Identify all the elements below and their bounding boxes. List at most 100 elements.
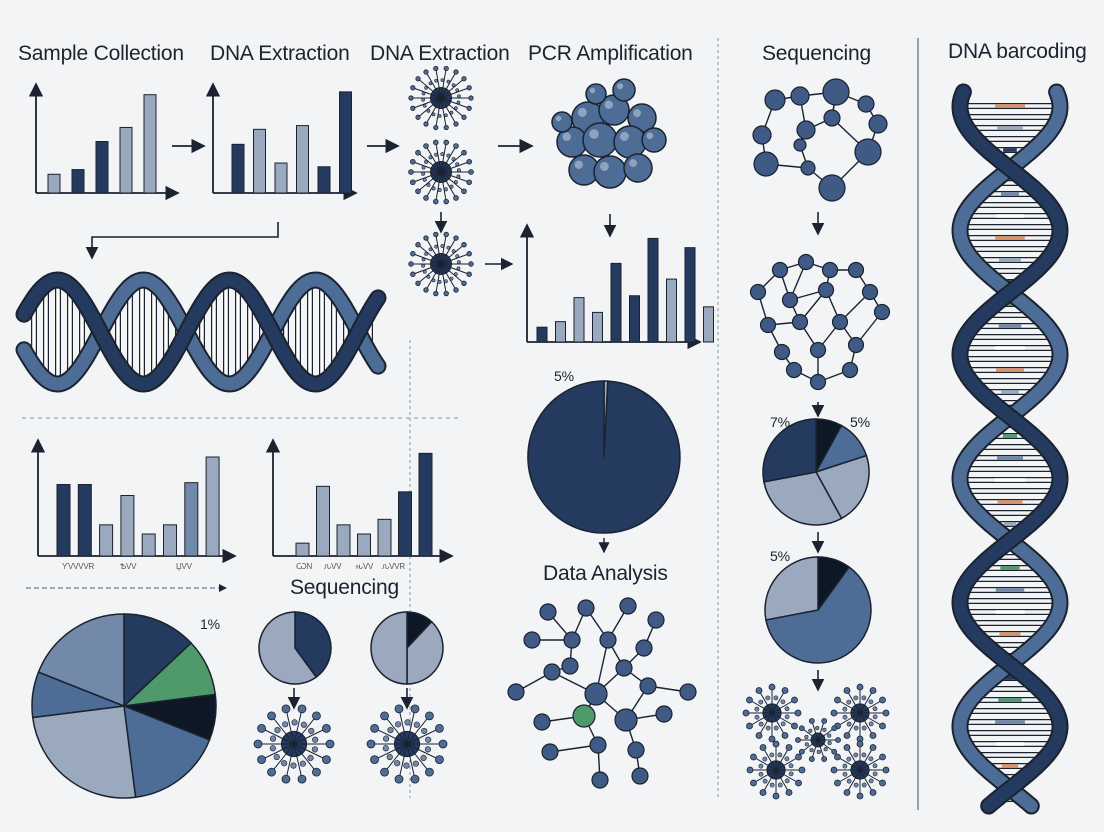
cluster-bottom-2-spoke-5 <box>384 743 408 773</box>
cluster-extraction-2-tip-15 <box>453 143 459 149</box>
cluster-extraction-2-spoke-5 <box>435 171 442 202</box>
cluster-seq-3-tip-10 <box>785 744 793 751</box>
cluster-seq-2-mid-6 <box>842 706 848 712</box>
cluster-bottom-1-mid-7 <box>269 735 277 742</box>
cluster-seq-5-spoke-6 <box>801 727 819 741</box>
cluster-seq-2-mid-5 <box>842 714 848 720</box>
cluster-seq-3-tip-4 <box>759 789 767 796</box>
pcr-chart-bar-2 <box>573 297 585 343</box>
cluster-extraction-3-spoke-6 <box>425 263 442 291</box>
pcr-bead-shine-1 <box>604 100 613 109</box>
cluster-extraction-1-mid-12 <box>434 78 438 83</box>
cluster-extraction-1-spoke-14 <box>440 68 447 99</box>
helix-v-strand-1 <box>953 85 1067 813</box>
pcr-chart-bar-0 <box>536 326 548 343</box>
cluster-bottom-1-spoke-9 <box>271 715 295 745</box>
cluster-extraction-1-spoke-10 <box>412 87 442 99</box>
label-dna-extraction-2: DNA Extraction <box>370 42 510 65</box>
pcr-bead-shine-8 <box>599 161 609 171</box>
cluster-seq-2-spoke-2 <box>859 712 874 736</box>
cluster-extraction-2-tip-2 <box>461 188 467 195</box>
data-analysis-network-node-0 <box>539 603 557 621</box>
cluster-extraction-3-spoke-10 <box>412 253 442 265</box>
sequencing-network-middle-node-15 <box>785 361 803 379</box>
pcr-bead-12 <box>585 83 607 105</box>
cluster-seq-2-spoke-8 <box>846 690 861 714</box>
cluster-extraction-3-spoke-7 <box>417 263 442 284</box>
dna-helix-vertical <box>951 83 1069 815</box>
cluster-seq-2-mid-8 <box>853 695 859 701</box>
lower-left-chart-bar-5 <box>163 524 177 557</box>
cluster-bottom-2-spoke-8 <box>374 727 408 745</box>
cluster-bottom-1-spoke-8 <box>261 727 295 745</box>
pcr-bead-11 <box>612 78 636 102</box>
cluster-bottom-2-tip-3 <box>410 774 420 784</box>
cluster-bottom-2-mid-10 <box>404 719 411 726</box>
cluster-extraction-3-mid-10 <box>424 251 429 256</box>
cluster-seq-3-mid-5 <box>758 771 764 777</box>
tick-chart4-3: ԉVVR <box>382 562 405 571</box>
data-analysis-network-node-10 <box>584 682 608 706</box>
lower-left-chart <box>30 438 237 564</box>
cluster-bottom-1-mid-12 <box>308 727 315 735</box>
cluster-bottom-1-tip-1 <box>322 755 331 765</box>
cluster-seq-3-tip-7 <box>750 753 757 761</box>
cluster-extraction-1-tip-11 <box>415 76 421 82</box>
cluster-extraction-1-mid-10 <box>424 86 428 90</box>
cluster-extraction-1-tip-10 <box>410 85 416 91</box>
cluster-bottom-2-tip-4 <box>394 774 404 784</box>
cluster-bottom-2-tip-2 <box>425 767 434 777</box>
data-analysis-network-node-8 <box>507 683 525 701</box>
cluster-seq-4-mid-9 <box>861 752 867 758</box>
lower-middle-chart-bar-3 <box>357 533 371 557</box>
cluster-bottom-2-tip-12 <box>425 711 434 721</box>
cluster-seq-2-spoke-1 <box>859 712 883 727</box>
cluster-seq-1-tip-10 <box>781 687 789 694</box>
percent-pcr-pie: 5% <box>554 368 574 384</box>
data-analysis-network-node-4 <box>523 631 541 649</box>
cluster-extraction-2-spoke-3 <box>440 171 457 199</box>
cluster-extraction-1-spoke-12 <box>425 71 442 99</box>
pcr-bead-shine-3 <box>562 132 571 141</box>
cluster-bottom-1-tip-3 <box>297 774 307 784</box>
cluster-bottom-1-spoke-12 <box>293 715 317 745</box>
sequencing-network-top <box>752 78 888 202</box>
sample-collection-chart-bar-2 <box>95 141 109 194</box>
cluster-seq-4-mid-8 <box>853 752 859 758</box>
pcr-bead-4 <box>582 122 618 158</box>
data-analysis-network <box>507 597 697 789</box>
cluster-extraction-3-tip-3 <box>453 287 459 293</box>
cluster-seq-3-tip-3 <box>772 792 780 800</box>
sequencing-network-middle-node-12 <box>773 343 791 361</box>
cluster-extraction-3-spoke-8 <box>412 263 442 275</box>
data-analysis-network-node-19 <box>589 736 607 754</box>
cluster-extraction-1-spoke-16 <box>440 78 465 99</box>
pcr-chart-bar-5 <box>629 295 640 343</box>
cluster-bottom-2-mid-9 <box>395 721 402 728</box>
cluster-seq-1-spoke-4 <box>758 712 773 736</box>
cluster-seq-3-tip-9 <box>772 740 780 748</box>
cluster-extraction-2-tip-8 <box>410 179 416 186</box>
cluster-extraction-2 <box>408 139 474 205</box>
cluster-extraction-2-spoke-11 <box>417 152 442 173</box>
data-analysis-network-node-16 <box>614 708 638 732</box>
cluster-seq-2-mid-3 <box>853 725 859 731</box>
cluster-seq-3-spoke-2 <box>775 769 790 793</box>
cluster-extraction-2-tip-12 <box>423 143 429 149</box>
cluster-extraction-1-spoke-1 <box>440 97 470 109</box>
cluster-bottom-2-tip-5 <box>380 767 389 777</box>
percent-seq-pie1-right: 5% <box>850 414 870 430</box>
cluster-seq-4-spoke-4 <box>846 769 861 793</box>
seq-pie-1 <box>762 418 870 526</box>
helix-h-strand-0 <box>17 273 385 391</box>
cluster-bottom-2-mid-7 <box>382 735 390 742</box>
cluster-seq-4-mid-10 <box>868 756 874 762</box>
sequencing-network-top-node-8 <box>753 151 779 177</box>
cluster-seq-5-tip-0 <box>835 737 841 743</box>
pcr-chart-bar-8 <box>684 247 696 343</box>
bottom-left-pie-slice-4 <box>31 705 137 799</box>
cluster-extraction-1-tip-8 <box>410 105 416 111</box>
cluster-bottom-1-tip-8 <box>257 723 266 733</box>
cluster-extraction-1-spoke-7 <box>417 97 442 118</box>
seq-bottom-pie-1-slice-1 <box>258 611 318 685</box>
